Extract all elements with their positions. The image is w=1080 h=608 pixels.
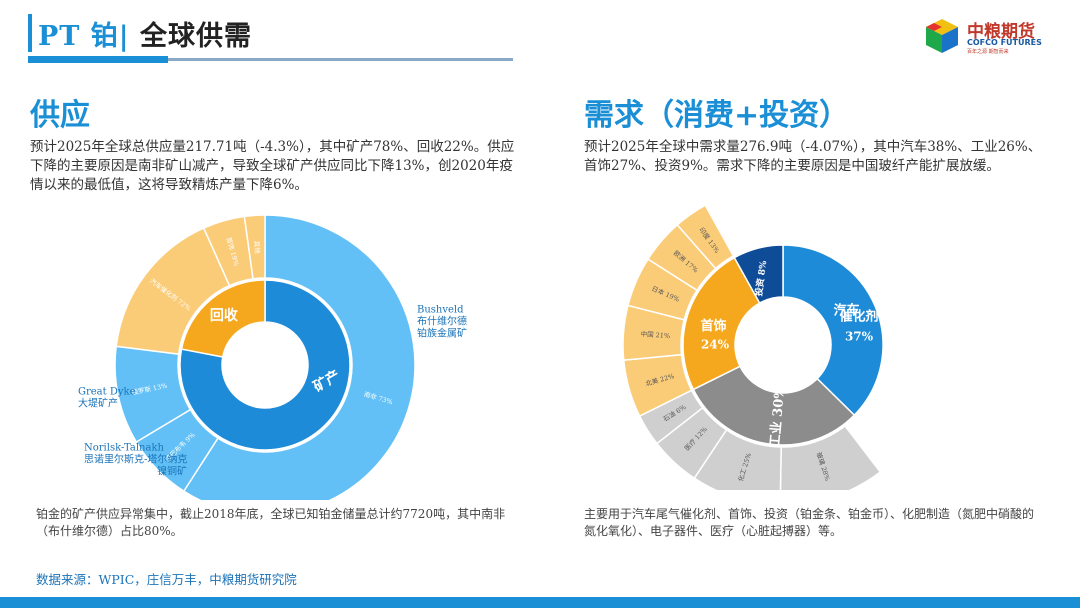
- demand-inner-label: 工业 30%: [767, 385, 788, 448]
- logo-cn-text: 中粮期货: [967, 22, 1035, 42]
- demand-inner-label: 24%: [701, 338, 730, 352]
- supply-callout-cn: 思诺里尔斯克-塔尔纳克: [84, 453, 187, 466]
- supply-paragraph: 预计2025年全球总供应量217.71吨（-4.3%），其中矿产78%、回收22…: [30, 139, 515, 193]
- page-title: PT 铂| 全球供需: [38, 14, 252, 53]
- title-accent-bar: [28, 14, 32, 52]
- demand-inner-label: 37%: [845, 330, 874, 344]
- supply-outer-arc: [182, 214, 416, 500]
- demand-title: 需求（消费+投资）: [584, 98, 850, 133]
- supply-outer-arc: [243, 214, 266, 280]
- supply-outer-label: 其他: [252, 240, 262, 254]
- demand-inner-label: 首饰: [700, 318, 726, 334]
- supply-callout-cn: 镍铜矿: [157, 465, 187, 478]
- page-title-prefix: PT 铂|: [38, 21, 130, 52]
- supply-inner-arc: [180, 279, 266, 358]
- supply-title: 供应: [30, 98, 90, 133]
- demand-inner-arc: [682, 256, 761, 391]
- cofco-logo-icon: [926, 19, 958, 53]
- demand-paragraph: 预计2025年全球中需求量276.9吨（-4.07%），其中汽车38%、工业26…: [584, 139, 1042, 174]
- demand-note: 主要用于汽车尾气催化剂、首饰、投资（铂金条、铂金币）、化肥制造（氮肥中硝酸的氮化…: [584, 507, 1035, 538]
- supply-arcs: [114, 214, 416, 500]
- demand-outer-arc: [676, 204, 735, 270]
- demand-inner-arc: [782, 244, 884, 417]
- demand-inner-arc: [733, 244, 784, 305]
- supply-callout-en: Great Dyke: [78, 387, 136, 398]
- logo-en-text: COFCO FUTURES: [967, 38, 1042, 47]
- title-underline: [28, 58, 513, 61]
- supply-inner-arc: [179, 279, 351, 451]
- demand-outer-arc: [779, 424, 882, 490]
- data-source: 数据来源：WPIC，庄信万丰，中粮期货研究院: [36, 572, 297, 587]
- supply-note: 铂金的矿产供应异常集中，截止2018年底，全球已知铂金储量总计约7720吨，其中…: [36, 507, 506, 538]
- demand-inner-label: 催化剂: [839, 309, 878, 325]
- page-title-main: 全球供需: [129, 21, 253, 52]
- footer-bar: [0, 597, 1080, 608]
- title-underline-accent: [28, 56, 168, 63]
- supply-callout-cn: 大堤矿产: [78, 397, 118, 410]
- logo-tagline: 百年之源 期智而来: [967, 49, 1009, 55]
- demand-inner-arc: [692, 365, 856, 446]
- supply-callout-en: Bushveld: [417, 305, 464, 316]
- supply-inner-label: 回收: [210, 307, 239, 324]
- supply-callout-en: Norilsk-Talnakh: [84, 443, 165, 454]
- supply-callout-cn: 铂族金属矿: [417, 327, 467, 340]
- demand-inner-label: 汽车: [834, 303, 860, 319]
- supply-callout-cn: 布什维尔德: [417, 315, 467, 328]
- demand-outer-label: 中国 21%: [640, 329, 670, 340]
- demand-arcs: [622, 204, 884, 490]
